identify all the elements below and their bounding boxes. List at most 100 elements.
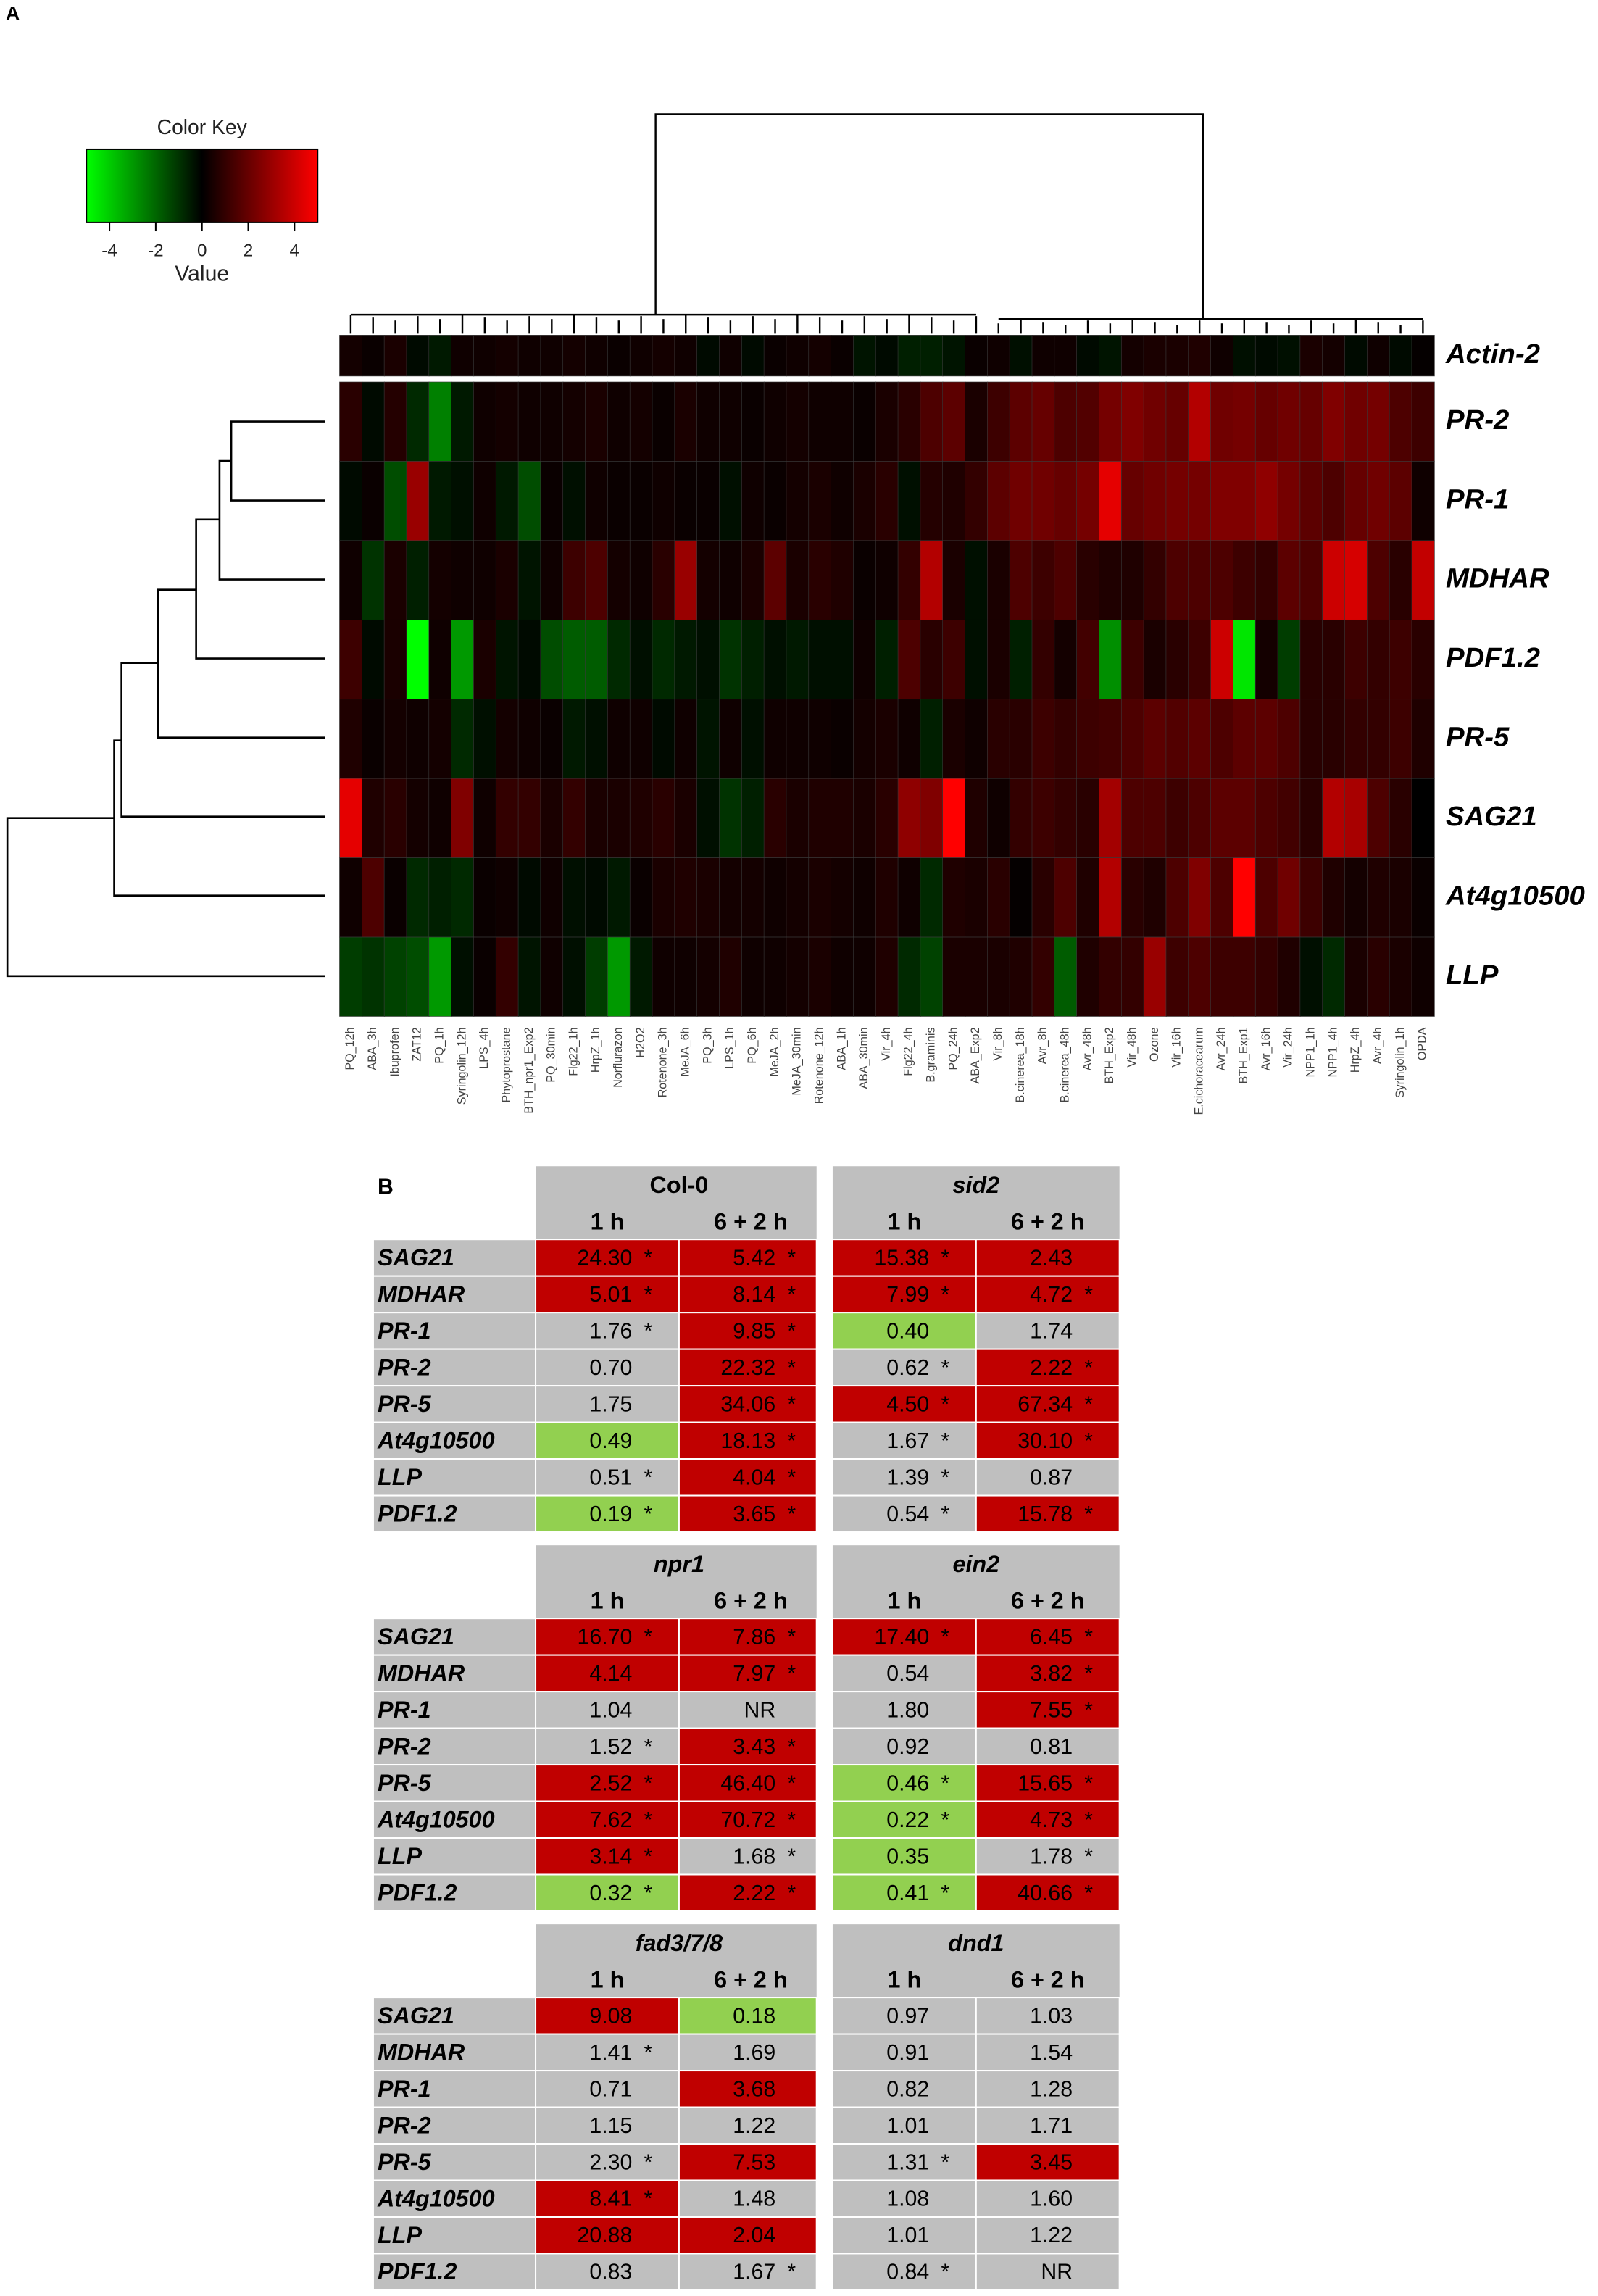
cell-star: * bbox=[787, 1662, 796, 1686]
column-header: 1 h bbox=[591, 1966, 625, 1992]
column-label: PQ_3h bbox=[701, 1027, 714, 1063]
heat-cell bbox=[987, 461, 1011, 541]
value-cell bbox=[975, 1494, 1120, 1534]
heat-cell bbox=[763, 461, 787, 541]
cell-value: 7.86 bbox=[733, 1625, 775, 1649]
heat-cell bbox=[629, 335, 653, 377]
heat-cell bbox=[674, 461, 698, 541]
heat-cell bbox=[1120, 461, 1145, 541]
heat-cell bbox=[1277, 699, 1301, 779]
row-label-cell bbox=[372, 2143, 537, 2181]
heat-cell bbox=[1299, 540, 1323, 620]
heat-cell bbox=[406, 381, 430, 462]
heat-cell bbox=[875, 540, 899, 620]
heat-cell bbox=[406, 461, 430, 541]
heat-cell bbox=[406, 857, 430, 938]
heat-cell bbox=[1031, 699, 1055, 779]
column-label: Avr_16h bbox=[1260, 1027, 1273, 1070]
header-cell bbox=[832, 1545, 1120, 1619]
heat-cell bbox=[1210, 381, 1234, 462]
heat-cell bbox=[965, 461, 989, 541]
heat-cell bbox=[920, 936, 944, 1017]
heat-cell bbox=[719, 857, 743, 938]
heat-cell bbox=[741, 461, 765, 541]
heat-cell bbox=[428, 381, 452, 462]
header-cell bbox=[832, 1166, 1120, 1240]
heat-cell bbox=[1210, 619, 1234, 700]
heat-cell bbox=[339, 936, 363, 1017]
value-cell bbox=[678, 1312, 817, 1350]
heat-cell bbox=[451, 857, 475, 938]
heat-cell bbox=[1411, 778, 1435, 858]
heat-cell bbox=[897, 857, 921, 938]
cell-star: * bbox=[941, 2150, 949, 2174]
gene-label: MDHAR bbox=[378, 2039, 465, 2065]
heat-cell bbox=[696, 699, 720, 779]
heat-cell bbox=[406, 699, 430, 779]
heat-cell bbox=[1143, 335, 1167, 377]
gene-label: PR-2 bbox=[378, 1733, 431, 1759]
column-label: ABA_Exp2 bbox=[969, 1027, 982, 1083]
heat-cell bbox=[562, 335, 586, 377]
cell-value: 2.43 bbox=[1030, 1246, 1073, 1270]
column-label: ABA_1h bbox=[835, 1027, 848, 1070]
heat-cell bbox=[1188, 461, 1212, 541]
gene-label: SAG21 bbox=[378, 2002, 454, 2029]
heat-cell bbox=[652, 699, 675, 779]
gene-label: PR-1 bbox=[378, 1318, 431, 1344]
heat-cell bbox=[831, 857, 854, 938]
heat-cell bbox=[1009, 540, 1033, 620]
heat-cell bbox=[1054, 540, 1078, 620]
heat-cell bbox=[696, 778, 720, 858]
cell-value: 40.66 bbox=[1018, 1881, 1073, 1905]
header-cell bbox=[536, 1924, 817, 1998]
cell-value: 24.30 bbox=[578, 1246, 633, 1270]
cell-star: * bbox=[941, 1771, 949, 1795]
heat-cell bbox=[362, 381, 386, 462]
heat-cell bbox=[987, 699, 1011, 779]
cell-value: 0.40 bbox=[886, 1319, 929, 1343]
heat-cell bbox=[1389, 778, 1412, 858]
value-cell bbox=[678, 1458, 817, 1497]
heat-cell bbox=[1277, 778, 1301, 858]
value-cell bbox=[975, 2143, 1120, 2181]
cell-star: * bbox=[941, 1502, 949, 1526]
heat-cell bbox=[719, 936, 743, 1017]
heat-cell bbox=[451, 335, 475, 377]
column-label: H2O2 bbox=[634, 1027, 647, 1057]
heat-cell bbox=[1009, 619, 1033, 700]
cell-value: 0.82 bbox=[886, 2077, 929, 2101]
heat-cell bbox=[451, 540, 475, 620]
value-cell bbox=[535, 1727, 680, 1766]
heat-cell bbox=[451, 461, 475, 541]
heat-cell bbox=[562, 936, 586, 1017]
heat-cell bbox=[652, 936, 675, 1017]
heat-cell bbox=[1254, 461, 1278, 541]
heat-cell bbox=[1233, 857, 1257, 938]
column-header: 1 h bbox=[888, 1209, 922, 1235]
column-label: Avr_8h bbox=[1036, 1027, 1049, 1064]
cell-value: 1.69 bbox=[733, 2041, 775, 2065]
cell-star: * bbox=[941, 1246, 949, 1270]
heat-cell bbox=[629, 857, 653, 938]
heat-cell bbox=[808, 381, 832, 462]
heat-cell bbox=[1143, 619, 1167, 700]
heat-cell bbox=[965, 335, 989, 377]
heat-cell bbox=[1299, 699, 1323, 779]
heat-cell bbox=[473, 778, 497, 858]
heat-cell bbox=[1367, 540, 1391, 620]
heat-cell bbox=[629, 461, 653, 541]
gene-label: PDF1.2 bbox=[378, 2258, 457, 2284]
heat-cell bbox=[920, 778, 944, 858]
cell-value: 8.14 bbox=[733, 1283, 775, 1307]
heat-cell bbox=[741, 335, 765, 377]
value-cell bbox=[975, 1348, 1120, 1387]
heat-cell bbox=[1233, 699, 1257, 779]
heat-cell bbox=[517, 778, 541, 858]
heat-cell bbox=[1322, 335, 1346, 377]
heat-cell bbox=[1099, 540, 1123, 620]
heat-cell bbox=[1389, 461, 1412, 541]
gene-label: LLP bbox=[378, 1464, 422, 1490]
heat-cell bbox=[1076, 461, 1100, 541]
heat-cell bbox=[473, 857, 497, 938]
